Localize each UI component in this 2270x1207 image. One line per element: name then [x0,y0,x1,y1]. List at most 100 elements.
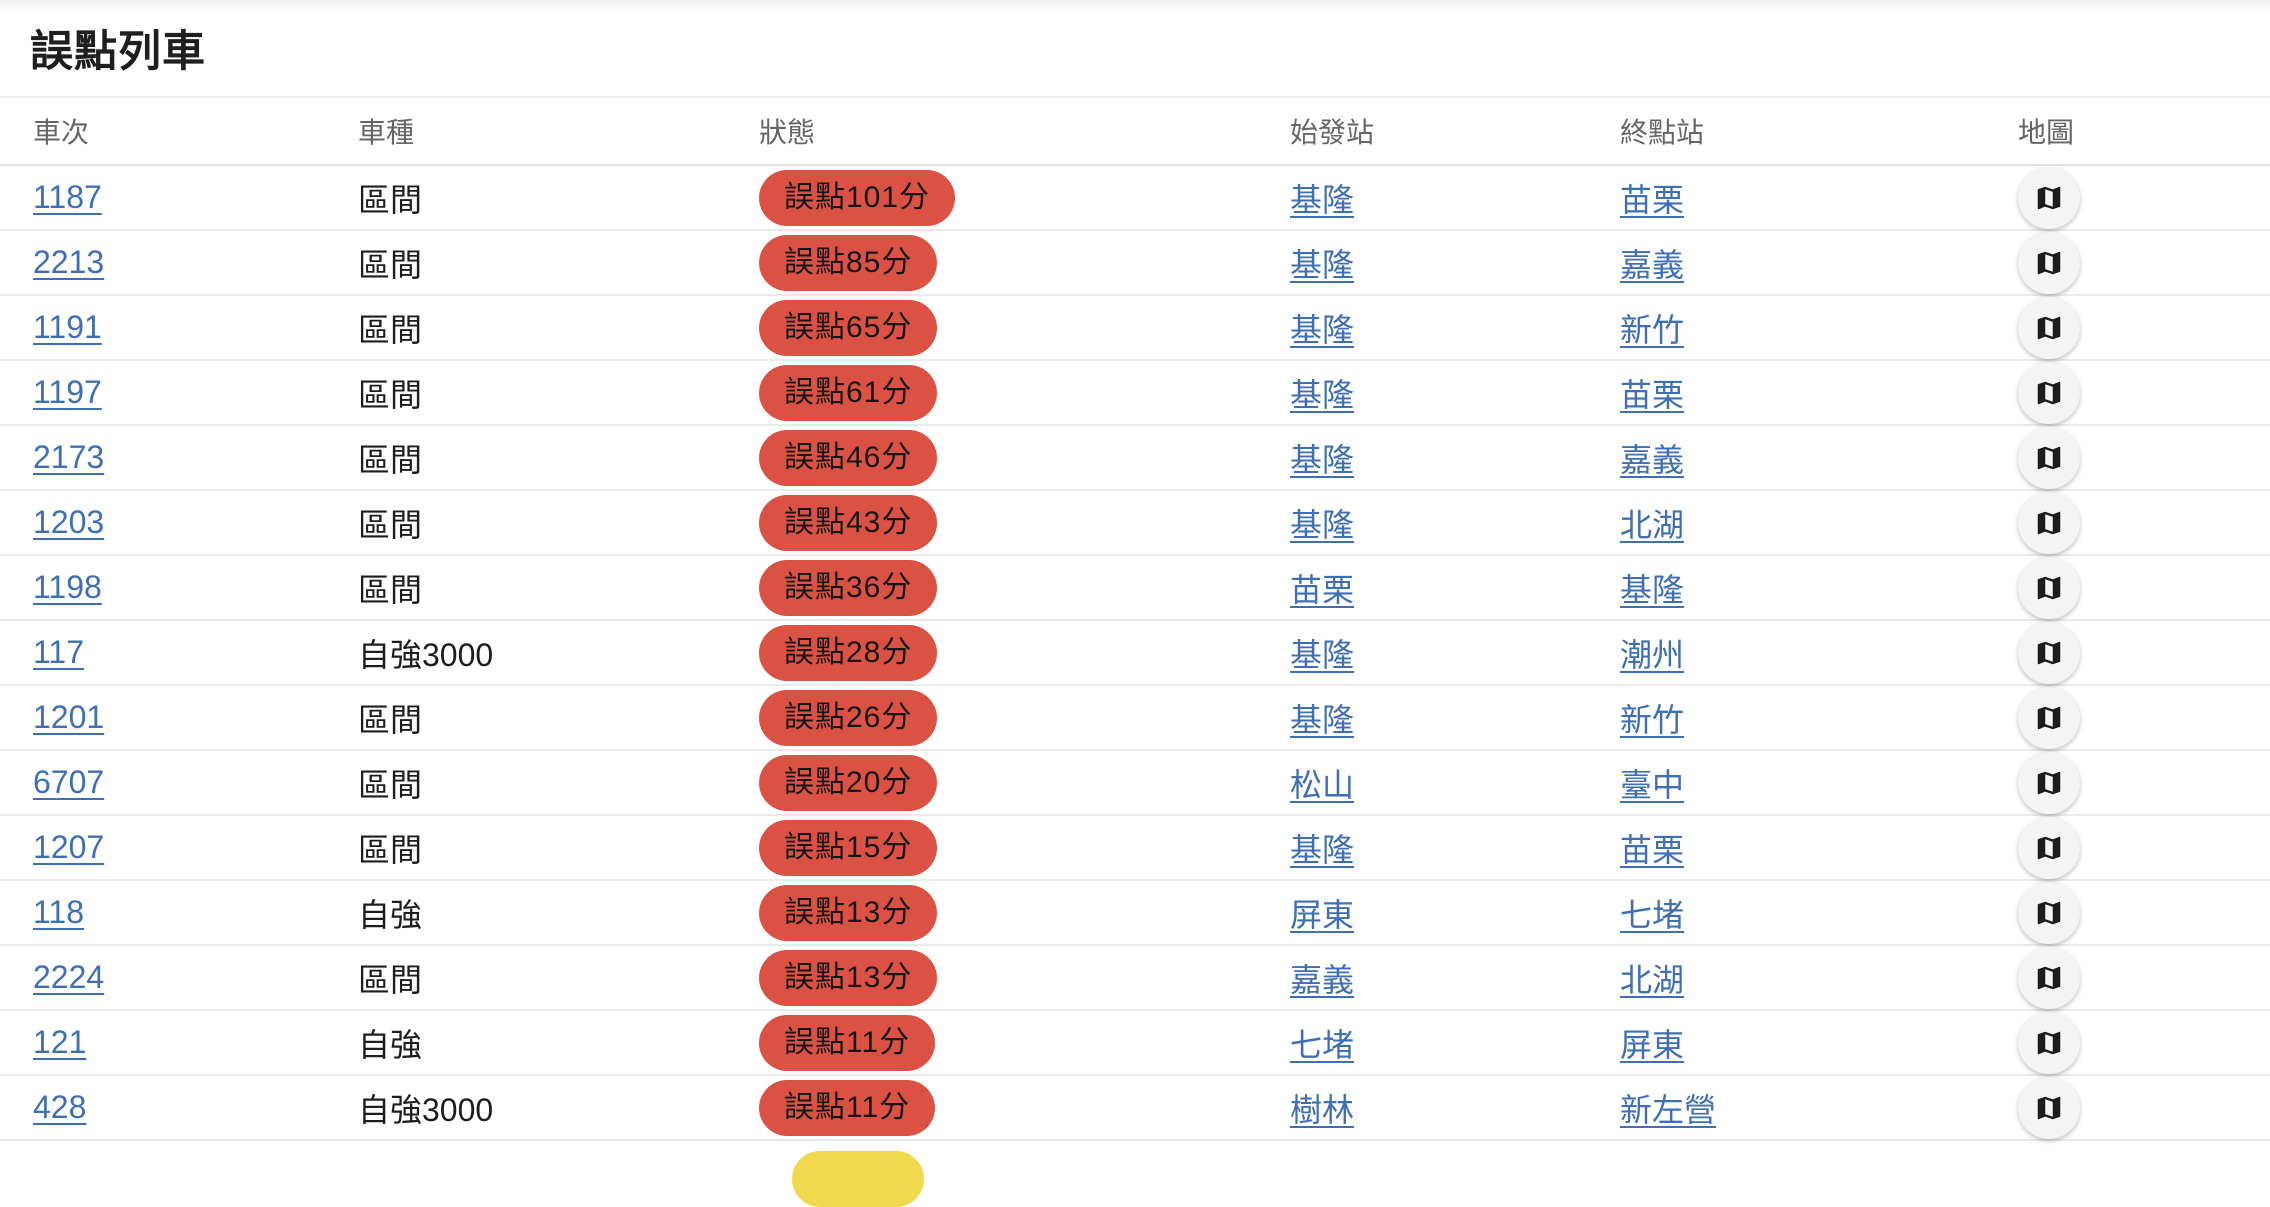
map-button[interactable] [2018,621,2080,684]
train-no-cell: 2213 [33,244,358,281]
origin-station-link[interactable]: 嘉義 [1290,961,1355,998]
train-number-link[interactable]: 121 [33,1024,87,1060]
destination-station-link[interactable]: 苗栗 [1620,181,1685,218]
origin-station-link[interactable]: 松山 [1290,766,1355,803]
origin-station-link[interactable]: 基隆 [1290,506,1355,543]
map-cell [1950,491,2270,554]
map-button[interactable] [2018,166,2080,229]
train-number-link[interactable]: 1187 [33,179,102,215]
destination-station-link[interactable]: 臺中 [1620,766,1685,803]
map-button[interactable] [2018,946,2080,1009]
train-type-cell: 區間 [358,825,759,871]
origin-station-link[interactable]: 基隆 [1290,181,1355,218]
destination-station-link[interactable]: 屏東 [1620,1026,1685,1063]
origin-station-link[interactable]: 基隆 [1290,636,1355,673]
destination-cell: 苗栗 [1620,175,1950,221]
map-button[interactable] [2018,1011,2080,1074]
train-number-link[interactable]: 117 [33,634,85,670]
map-icon [2037,511,2061,534]
map-cell [1950,686,2270,749]
destination-cell: 苗栗 [1620,370,1950,416]
status-cell: 誤點26分 [759,689,1290,746]
table-row: 118 自強 誤點13分 屏東 七堵 [0,881,2270,946]
destination-station-link[interactable]: 苗栗 [1620,831,1685,868]
train-no-cell: 1197 [33,374,358,411]
map-button[interactable] [2018,296,2080,359]
origin-cell: 七堵 [1290,1020,1620,1066]
train-number-link[interactable]: 1191 [33,309,102,345]
map-button[interactable] [2018,1076,2080,1139]
destination-station-link[interactable]: 潮州 [1620,636,1685,673]
map-button[interactable] [2018,491,2080,554]
destination-cell: 潮州 [1620,630,1950,676]
map-button[interactable] [2018,686,2080,749]
map-button[interactable] [2018,881,2080,944]
destination-station-link[interactable]: 北湖 [1620,506,1685,543]
train-no-cell: 1191 [33,309,358,346]
train-no-cell: 428 [33,1089,358,1126]
train-type-cell: 區間 [358,695,759,741]
origin-station-link[interactable]: 七堵 [1290,1026,1355,1063]
train-number-link[interactable]: 428 [33,1089,87,1125]
origin-station-link[interactable]: 樹林 [1290,1091,1355,1128]
table-row: 1198 區間 誤點36分 苗栗 基隆 [0,556,2270,621]
destination-station-link[interactable]: 北湖 [1620,961,1685,998]
status-cell: 誤點20分 [759,754,1290,811]
train-type-label: 區間 [358,246,423,283]
map-icon [2037,251,2061,274]
origin-station-link[interactable]: 基隆 [1290,311,1355,348]
map-button[interactable] [2018,751,2080,814]
train-number-link[interactable]: 1198 [33,569,102,605]
map-cell [1950,946,2270,1009]
train-type-label: 區間 [358,181,423,218]
origin-station-link[interactable]: 基隆 [1290,831,1355,868]
map-button[interactable] [2018,426,2080,489]
delay-status-badge: 誤點46分 [759,429,938,486]
destination-station-link[interactable]: 新竹 [1620,701,1685,738]
status-cell: 誤點28分 [759,624,1290,681]
map-button[interactable] [2018,361,2080,424]
destination-station-link[interactable]: 新左營 [1620,1091,1717,1128]
map-cell [1950,1011,2270,1074]
origin-station-link[interactable]: 基隆 [1290,376,1355,413]
destination-station-link[interactable]: 新竹 [1620,311,1685,348]
train-number-link[interactable]: 2173 [33,439,105,475]
train-type-label: 自強 [358,896,423,933]
train-no-cell: 1187 [33,179,358,216]
train-no-cell: 118 [33,894,358,931]
delay-status-badge: 誤點26分 [759,689,938,746]
train-number-link[interactable]: 1201 [33,699,105,735]
column-header-train-type: 車種 [358,117,415,148]
train-number-link[interactable]: 1207 [33,829,105,865]
map-cell [1950,426,2270,489]
origin-station-link[interactable]: 基隆 [1290,246,1355,283]
origin-station-link[interactable]: 苗栗 [1290,571,1355,608]
destination-station-link[interactable]: 嘉義 [1620,246,1685,283]
train-no-cell: 121 [33,1024,358,1061]
destination-cell: 北湖 [1620,955,1950,1001]
map-button[interactable] [2018,816,2080,879]
map-cell [1950,556,2270,619]
destination-station-link[interactable]: 七堵 [1620,896,1685,933]
train-number-link[interactable]: 118 [33,894,85,930]
origin-station-link[interactable]: 基隆 [1290,701,1355,738]
train-number-link[interactable]: 1197 [33,374,102,410]
origin-station-link[interactable]: 屏東 [1290,896,1355,933]
train-number-link[interactable]: 6707 [33,764,105,800]
map-button[interactable] [2018,556,2080,619]
train-type-cell: 區間 [358,370,759,416]
train-type-label: 區間 [358,831,423,868]
destination-cell: 嘉義 [1620,240,1950,286]
destination-station-link[interactable]: 基隆 [1620,571,1685,608]
map-icon [2037,706,2061,729]
train-number-link[interactable]: 1203 [33,504,105,540]
status-cell: 誤點15分 [759,819,1290,876]
destination-station-link[interactable]: 嘉義 [1620,441,1685,478]
origin-station-link[interactable]: 基隆 [1290,441,1355,478]
map-cell [1950,816,2270,879]
train-number-link[interactable]: 2213 [33,244,105,280]
destination-station-link[interactable]: 苗栗 [1620,376,1685,413]
train-number-link[interactable]: 2224 [33,959,105,995]
map-button[interactable] [2018,231,2080,294]
origin-cell: 基隆 [1290,695,1620,741]
